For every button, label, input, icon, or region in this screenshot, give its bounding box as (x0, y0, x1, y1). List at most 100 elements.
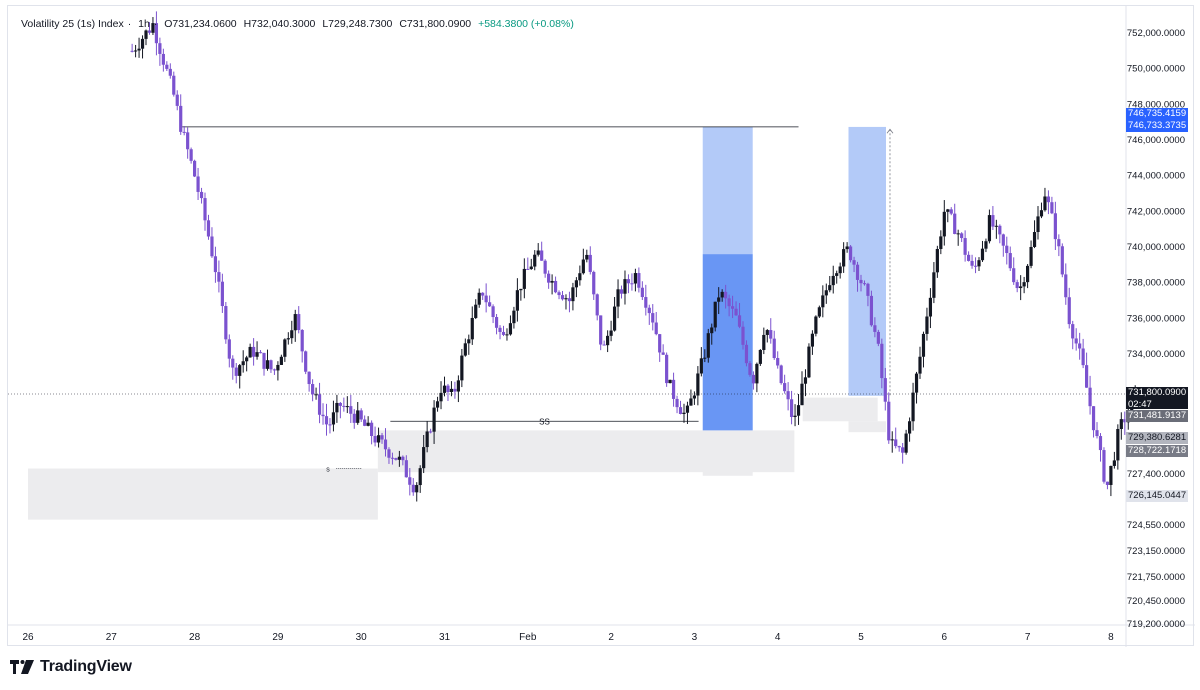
candle-body (477, 292, 481, 305)
candle-284 (1116, 424, 1120, 470)
candle-40 (269, 359, 273, 373)
candle-51 (307, 371, 311, 392)
candle-body (286, 338, 290, 340)
candle-body (699, 358, 703, 374)
candle-body (293, 314, 297, 331)
candle-body (803, 377, 808, 384)
candle-148 (644, 284, 648, 316)
candle-body (873, 325, 877, 332)
candle-124 (560, 290, 565, 301)
candle-156 (671, 372, 676, 407)
candle-229 (925, 307, 929, 341)
lines-layer (8, 126, 1126, 422)
candle-6 (151, 17, 155, 35)
candle-body (928, 297, 933, 317)
candle-body (1123, 419, 1127, 423)
tradingview-brand[interactable]: TradingView (10, 656, 132, 678)
candle-body (297, 314, 301, 331)
chart-canvas[interactable]: SS s 26 27 28 29 30 31 Feb 2 3 4 5 6 7 8 752,000.0000 75… (8, 6, 1195, 647)
candle-1 (133, 44, 138, 58)
y-tick-label: 721,750.0000 (1127, 572, 1185, 583)
candle-body (779, 365, 783, 384)
candle-body (418, 468, 422, 486)
candle-265 (1050, 196, 1054, 215)
candle-109 (508, 315, 513, 336)
candle-body (335, 402, 339, 413)
legend-high: H732,040.3000 (243, 18, 316, 30)
candle-245 (980, 240, 985, 262)
candle-241 (966, 251, 971, 262)
candle-body (606, 335, 610, 346)
candle-body (651, 313, 655, 323)
candle-body (970, 260, 974, 266)
candle-body (734, 308, 738, 316)
candle-31 (238, 364, 242, 389)
candle-body (213, 256, 218, 273)
candle-body (460, 355, 464, 381)
candle-body (505, 334, 509, 336)
candle-body (189, 149, 193, 161)
candle-body (1053, 213, 1057, 240)
y-tick-label: 724,550.0000 (1127, 520, 1185, 531)
candle-body (668, 379, 672, 384)
candle-body (665, 354, 669, 384)
candle-body (1081, 348, 1085, 366)
candle-267 (1057, 234, 1061, 257)
candle-body (311, 384, 315, 395)
candle-86 (429, 428, 433, 434)
y-tick-label: 744,000.0000 (1127, 171, 1185, 182)
candle-169 (717, 287, 721, 315)
candle-282 (1109, 465, 1113, 497)
candle-body (508, 323, 513, 335)
candle-body (953, 213, 957, 234)
candle-25 (217, 260, 221, 293)
demand-zone-left (28, 468, 378, 520)
candle-278 (1095, 422, 1099, 439)
candle-171 (724, 284, 728, 309)
candle-59 (335, 394, 339, 423)
candle-body (786, 391, 790, 400)
candle-body (925, 316, 929, 334)
y-tick-label: 736,000.0000 (1127, 313, 1185, 324)
candle-251 (1001, 233, 1005, 257)
candle-body (283, 339, 287, 357)
candle-103 (488, 295, 492, 307)
candle-body (494, 317, 499, 328)
candle-body (317, 394, 322, 415)
candle-172 (727, 294, 731, 317)
candle-body (609, 330, 613, 336)
candle-216 (880, 338, 884, 389)
symbol-legend: Volatility 25 (1s) Index · 1h · O731,234.0… (21, 18, 574, 30)
candle-body (1036, 216, 1040, 233)
candle-90 (442, 376, 447, 397)
candle-body (831, 275, 835, 286)
candle-14 (179, 94, 183, 135)
candle-body (932, 272, 936, 298)
candle-body (717, 297, 721, 302)
candle-body (880, 343, 884, 379)
candle-body (512, 310, 516, 324)
candle-body (193, 160, 197, 177)
candle-body (206, 220, 211, 237)
candle-36 (255, 341, 259, 360)
candle-body (897, 446, 901, 448)
candle-body (217, 272, 221, 282)
candle-body (182, 131, 186, 133)
candle-234 (942, 200, 946, 246)
candle-138 (609, 320, 613, 342)
candle-body (300, 330, 304, 352)
candle-219 (890, 431, 894, 453)
candle-9 (161, 48, 165, 72)
candle-body (1064, 274, 1068, 298)
candle-body (1043, 196, 1047, 211)
candle-249 (994, 219, 998, 239)
chart-frame[interactable]: SS s 26 27 28 29 30 31 Feb 2 3 4 5 6 7 8 752,000.0000 75… (7, 5, 1195, 647)
candle-body (758, 349, 762, 364)
candle-body (612, 306, 617, 331)
candle-body (737, 315, 742, 327)
candle-body (390, 457, 395, 459)
candle-body (161, 53, 165, 65)
candle-body (1015, 282, 1019, 289)
candle-body (429, 431, 433, 433)
candle-176 (741, 321, 745, 350)
